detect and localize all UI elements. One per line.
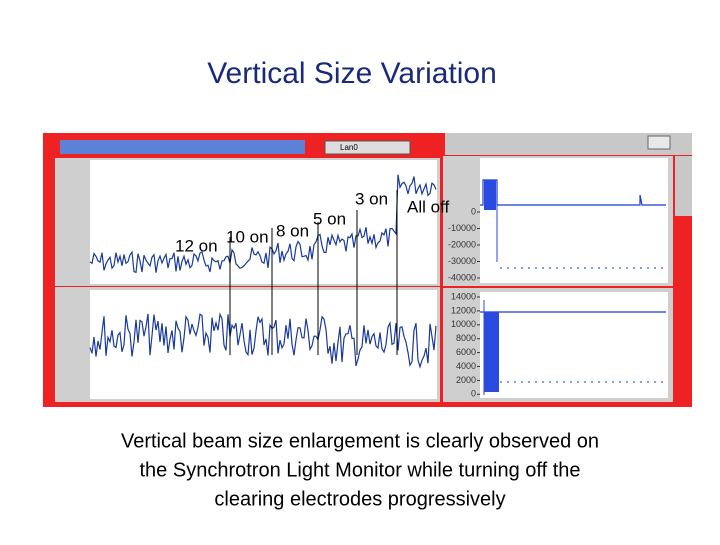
burst bbox=[484, 312, 499, 392]
toolbar bbox=[445, 133, 692, 155]
y-tick-label: 14000 bbox=[451, 291, 476, 301]
annotation: 5 on bbox=[313, 209, 346, 228]
annotation: 12 on bbox=[175, 236, 218, 255]
title: Vertical Size Variation bbox=[207, 57, 497, 90]
y-tick-label: -20000 bbox=[448, 239, 476, 249]
annotations: 12 on 10 on 8 on5 on 3 on All off bbox=[175, 189, 449, 355]
y-tick-label: 0 bbox=[471, 389, 476, 399]
y-tick-label: -30000 bbox=[448, 256, 476, 266]
selector[interactable] bbox=[324, 140, 411, 155]
y-tick-label: 10000 bbox=[451, 319, 476, 329]
button[interactable] bbox=[647, 135, 671, 150]
y-tick-label: 2000 bbox=[456, 375, 476, 385]
y-tick-label: 0 bbox=[471, 206, 476, 216]
annotation: All off bbox=[407, 197, 449, 216]
y-tick-label: 8000 bbox=[456, 333, 476, 343]
waveform bbox=[89, 174, 437, 274]
waveform bbox=[89, 312, 437, 369]
file-field bbox=[60, 140, 305, 154]
caption-line: Vertical beam size enlargement is clearl… bbox=[121, 430, 599, 452]
y-tick-label: 4000 bbox=[456, 361, 476, 371]
tick-labels: 0 -10000 -20000 -30000 -40000 14000 12000 10000… bbox=[448, 206, 480, 399]
caption-line: the Synchrotron Light Monitor while turn… bbox=[140, 459, 581, 481]
side-controls bbox=[675, 156, 692, 216]
selector-text: Lan0 bbox=[340, 143, 358, 152]
plot-area bbox=[480, 292, 668, 398]
waveforms bbox=[89, 174, 666, 395]
y-tick-label: -10000 bbox=[448, 223, 476, 233]
y-tick-label: -40000 bbox=[448, 272, 476, 282]
annotation: 8 on bbox=[276, 221, 309, 240]
caption: Vertical beam size enlargement is clearl… bbox=[121, 430, 599, 510]
plot-area bbox=[480, 158, 668, 283]
y-tick-label: 6000 bbox=[456, 347, 476, 357]
annotation: 3 on bbox=[355, 189, 388, 208]
burst bbox=[484, 180, 496, 210]
annotation: 10 on bbox=[226, 227, 269, 246]
caption-line: clearing electrodes progressively bbox=[214, 488, 505, 510]
plot-area bbox=[90, 160, 437, 284]
y-tick-label: 12000 bbox=[451, 305, 476, 315]
